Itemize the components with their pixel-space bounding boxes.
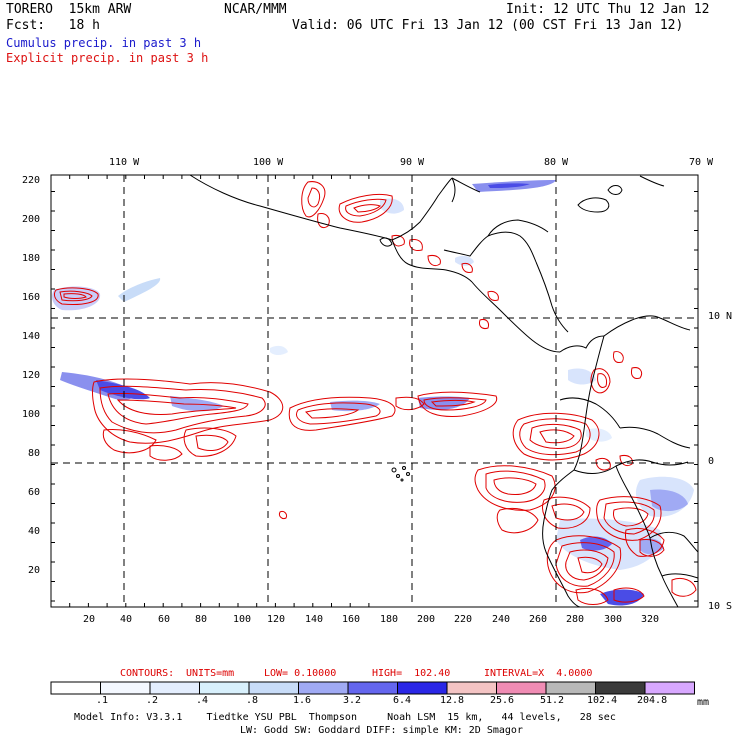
x-tick-label: 20 [83,614,96,625]
colorbar-label: .8 [246,695,259,706]
x-tick-label: 100 [233,614,252,625]
lat-lon-grid [51,175,698,607]
contours-low: LOW= 0.10000 [264,668,337,679]
y-tick-label: 160 [22,292,41,303]
colorbar-label: 3.2 [343,695,362,706]
colorbar-swatch [446,681,497,695]
init-time: Init: 12 UTC Thu 12 Jan 12 [506,2,710,17]
colorbar-label: 204.8 [637,695,668,706]
x-tick-label: 200 [417,614,436,625]
x-tick-label: 300 [604,614,623,625]
lon-label-110w: 110 W [109,157,140,168]
x-tick-label: 160 [342,614,361,625]
x-tick-label: 220 [454,614,473,625]
lon-label-70w: 70 W [689,157,714,168]
y-tick-label: 140 [22,331,41,342]
colorbar-swatch [496,681,547,695]
contours-units: UNITS=mm [186,668,235,679]
y-tick-label: 220 [22,175,41,186]
model-info-line2: LW: Godd SW: Goddard DIFF: simple KM: 2D… [240,725,523,736]
model-info-line1: Model Info: V3.3.1 Tiedtke YSU PBL Thomp… [74,712,616,723]
y-tick-label: 120 [22,370,41,381]
explicit-precip-contours [53,181,697,605]
coastlines [189,174,699,608]
colorbar-label: 12.8 [440,695,465,706]
x-tick-label: 120 [267,614,286,625]
contours-interval: INTERVAL=X 4.0000 [484,668,593,679]
x-tick-label: 280 [566,614,585,625]
colorbar-label: 51.2 [540,695,565,706]
y-tick-label: 60 [28,487,41,498]
lon-label-100w: 100 W [253,157,284,168]
y-tick-label: 20 [28,565,41,576]
colorbar-swatch [595,681,646,695]
colorbar-swatch [100,681,151,695]
lat-label-0: 0 [708,456,715,467]
valid-time: Valid: 06 UTC Fri 13 Jan 12 (00 CST Fri … [292,18,684,33]
x-tick-label: 80 [195,614,208,625]
y-tick-label: 100 [22,409,41,420]
colorbar-unit: mm [697,697,710,708]
colorbar-label: .4 [196,695,209,706]
model-name: TORERO 15km ARW [6,2,132,17]
colorbar-swatch [248,681,299,695]
lon-label-90w: 90 W [400,157,425,168]
x-tick-label: 140 [305,614,324,625]
colorbar-swatch [199,681,250,695]
colorbar-swatch [298,681,349,695]
x-tick-label: 60 [158,614,171,625]
contours-high: HIGH= 102.40 [372,668,451,679]
explicit-legend: Explicit precip. in past 3 h [6,51,209,65]
colorbar-label: 1.6 [293,695,312,706]
lat-label-10s: 10 S [708,601,733,612]
axis-ticks [50,175,698,607]
lon-label-80w: 80 W [544,157,569,168]
colorbar-swatch [347,681,398,695]
colorbar-label: .2 [146,695,159,706]
y-tick-label: 80 [28,448,41,459]
x-tick-label: 320 [641,614,660,625]
colorbar-label: 6.4 [393,695,412,706]
x-tick-label: 40 [120,614,133,625]
x-tick-label: 240 [492,614,511,625]
colorbar-swatch [149,681,200,695]
colorbar-swatch [50,681,101,695]
lat-label-10n: 10 N [708,311,733,322]
contours-label: CONTOURS: [120,668,175,679]
y-tick-label: 40 [28,526,41,537]
colorbar-label: 25.6 [490,695,515,706]
colorbar-label: .1 [96,695,109,706]
colorbar-swatch [545,681,596,695]
colorbar-swatch [397,681,448,695]
forecast-hour: Fcst: 18 h [6,18,100,33]
colorbar-label: 102.4 [587,695,618,706]
x-tick-label: 180 [380,614,399,625]
x-tick-label: 260 [529,614,548,625]
cumulus-legend: Cumulus precip. in past 3 h [6,36,202,50]
y-tick-label: 180 [22,253,41,264]
center-name: NCAR/MMM [224,2,287,17]
y-tick-label: 200 [22,214,41,225]
colorbar-swatch [644,681,695,695]
